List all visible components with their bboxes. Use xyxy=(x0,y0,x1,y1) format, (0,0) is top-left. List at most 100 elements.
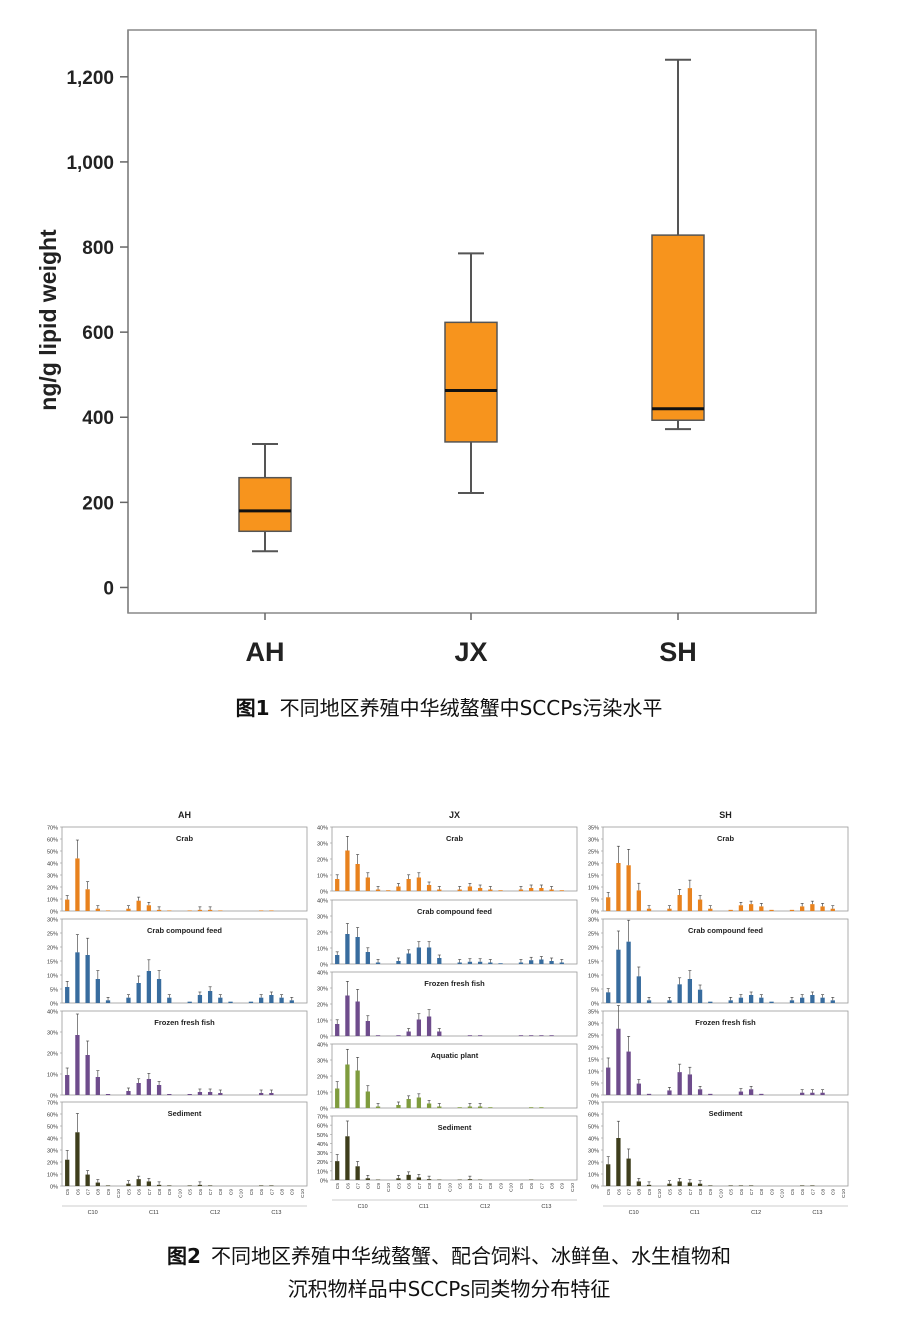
x-tick-label: C6 xyxy=(345,1183,351,1189)
x-axis: C5 C6 C7 C8 C9 C10 C5 C6 C7 C8 C9 C10 C5 C6 C7 C8 C9 C10 C… xyxy=(332,1183,577,1210)
y-tick-label: 40% xyxy=(317,1043,328,1049)
bar xyxy=(800,906,805,911)
bar xyxy=(95,1077,100,1095)
bar xyxy=(667,1090,672,1095)
figure-2-caption-line2: 沉积物样品中SCCPs同类物分布特征 xyxy=(0,1273,898,1302)
bar xyxy=(708,908,713,911)
bar xyxy=(406,879,411,891)
x-tick-label: C7 xyxy=(356,1183,362,1189)
bar xyxy=(677,895,682,911)
panel-frame xyxy=(331,899,578,965)
panel-crab-compound-feed: Crab compound feed 30% 25% 20% 15% 10% 5% 0% xyxy=(47,918,308,1008)
x-tick-label: C9 xyxy=(376,1183,382,1189)
bar xyxy=(626,1158,631,1186)
panel-frame xyxy=(331,1115,578,1181)
bar xyxy=(789,909,795,911)
x-tick-label: C7 xyxy=(269,1189,275,1195)
bar xyxy=(687,1182,693,1186)
panel-crab: Crab 35% 30% 25% 20% 15% 10% 5% 0% xyxy=(588,826,849,916)
y-tick-label: 30% xyxy=(317,987,328,993)
y-tick-label: 40% xyxy=(317,971,328,977)
bar xyxy=(75,952,80,1003)
panel-crab: Crab 40% 30% 20% 10% 0% xyxy=(317,826,578,896)
bar xyxy=(549,961,554,964)
box-series xyxy=(238,58,705,553)
bar xyxy=(197,995,203,1003)
y-tick-label: 15% xyxy=(588,960,599,966)
bar xyxy=(375,962,381,964)
y-tick-label: 30% xyxy=(317,915,328,921)
bar xyxy=(830,908,835,911)
group-label: C11 xyxy=(419,1204,429,1210)
panel-title: Crab xyxy=(446,834,464,843)
x-tick-label: C10 xyxy=(657,1189,663,1198)
y-tick-label: 50% xyxy=(47,850,58,856)
y-tick-label: 35% xyxy=(588,826,599,832)
x-tick-label: C6 xyxy=(407,1183,413,1189)
bar xyxy=(529,1035,534,1036)
bar xyxy=(197,1184,203,1186)
panel-frame xyxy=(331,971,578,1037)
bar xyxy=(626,865,631,911)
y-tick-label: 25% xyxy=(588,850,599,856)
y-tick-label: 30% xyxy=(47,918,58,924)
bar xyxy=(728,1185,733,1186)
y-tick-label: 20% xyxy=(317,858,328,864)
bar xyxy=(375,889,381,891)
y-tick-label: 70% xyxy=(588,1101,599,1107)
bar xyxy=(396,1035,401,1036)
y-tick-label: 0% xyxy=(591,1185,599,1191)
group-label: C13 xyxy=(271,1210,281,1216)
bar xyxy=(396,886,401,891)
bar xyxy=(646,1000,652,1003)
x-tick-label: C6 xyxy=(739,1189,745,1195)
y-tick-label: 10% xyxy=(588,886,599,892)
x-tick-label: JX xyxy=(454,637,487,667)
y-tick-label: 0% xyxy=(591,910,599,916)
panel-title: Frozen fresh fish xyxy=(154,1018,215,1027)
bar xyxy=(539,1035,544,1036)
bar xyxy=(156,909,162,911)
bar xyxy=(396,961,401,964)
bar xyxy=(518,889,524,891)
bar xyxy=(539,1107,544,1108)
bar xyxy=(345,850,350,891)
x-tick-label: C5 xyxy=(729,1189,735,1195)
y-tick-label: 40% xyxy=(47,1137,58,1143)
bar xyxy=(218,910,223,911)
bar xyxy=(167,1094,172,1095)
group-label: C12 xyxy=(751,1210,761,1216)
bar xyxy=(759,906,764,911)
y-tick-label: 5% xyxy=(591,898,599,904)
bar xyxy=(426,885,432,891)
x-tick-label: C7 xyxy=(147,1189,153,1195)
bar xyxy=(738,1185,744,1186)
bar xyxy=(75,1035,80,1095)
bar xyxy=(416,1177,422,1180)
bar xyxy=(518,962,524,964)
y-tick-label: 50% xyxy=(317,1133,328,1139)
bar xyxy=(345,995,350,1036)
bar xyxy=(105,910,111,911)
bar xyxy=(187,1185,192,1186)
bar xyxy=(207,1185,213,1186)
bar xyxy=(375,1035,381,1036)
bar xyxy=(437,1031,442,1036)
panel-title: Crab xyxy=(176,834,194,843)
group-label: C10 xyxy=(88,1210,98,1216)
x-tick-label: C10 xyxy=(239,1189,245,1198)
panel-frame xyxy=(331,1043,578,1109)
bar xyxy=(406,1099,411,1108)
bar xyxy=(126,908,131,911)
y-tick-label: 10% xyxy=(317,874,328,880)
bar xyxy=(606,1164,611,1186)
panel-crab-compound-feed: Crab compound feed 40% 30% 20% 10% 0% xyxy=(317,899,578,969)
x-tick-label: C7 xyxy=(749,1189,755,1195)
bar xyxy=(738,997,744,1003)
panel-frame xyxy=(61,1101,308,1187)
bar xyxy=(167,910,172,911)
y-tick-label: 600 xyxy=(82,323,114,344)
figure-1-text: 不同地区养殖中华绒螯蟹中SCCPs污染水平 xyxy=(279,696,663,720)
y-tick-label: 40% xyxy=(317,899,328,905)
